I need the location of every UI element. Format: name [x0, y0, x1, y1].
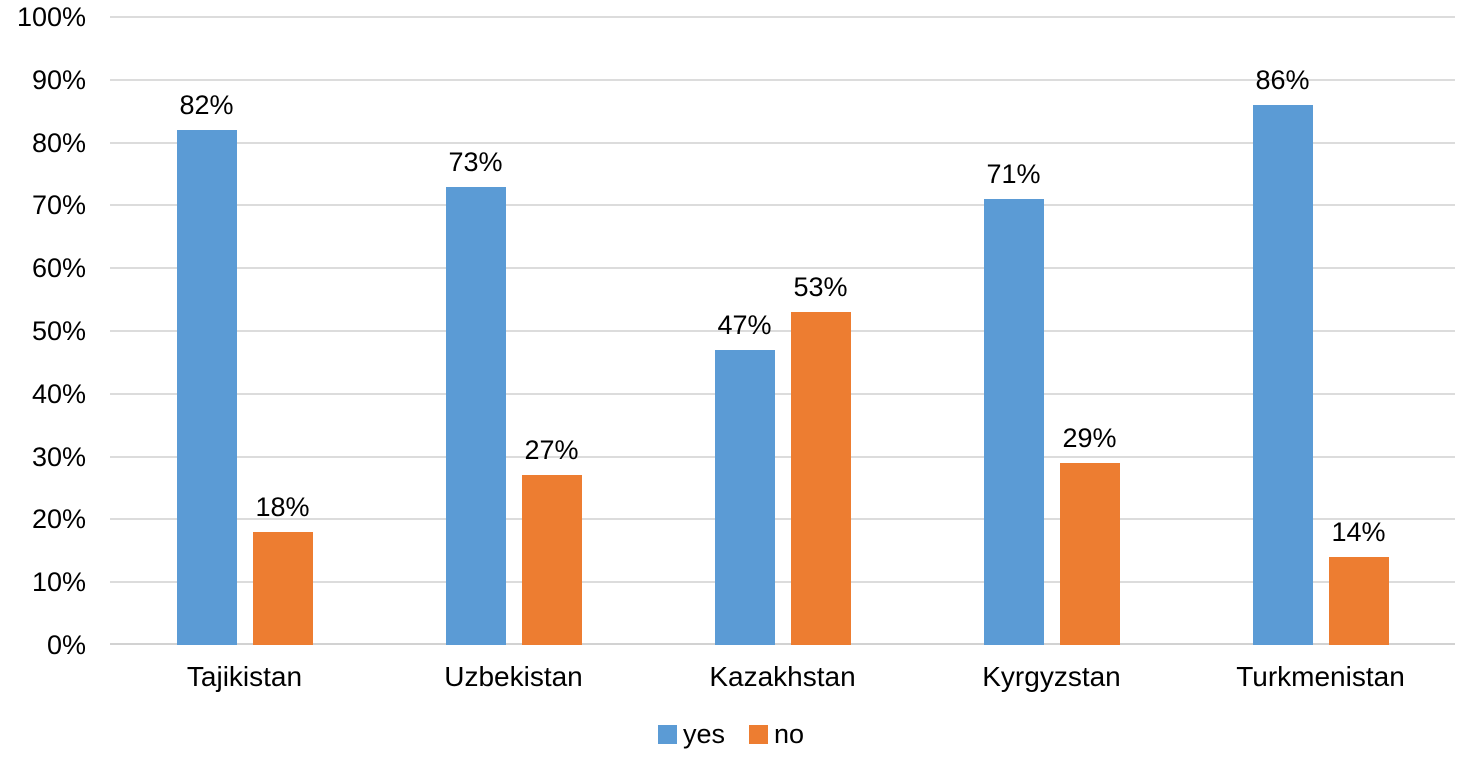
bar-no-kazakhstan: [790, 312, 851, 645]
gridline-60: [110, 267, 1455, 270]
bar-yes-tajikistan: [176, 130, 237, 645]
bar-group-turkmenistan: 86% 14%: [1186, 17, 1455, 645]
bar-value-label-yes-uzbekistan: 73%: [448, 146, 503, 177]
y-axis-tick-label-10: 10%: [31, 567, 86, 598]
bar-value-label-no-turkmenistan: 14%: [1331, 517, 1386, 548]
bar-no-tajikistan: [252, 531, 313, 645]
gridline-40: [110, 392, 1455, 395]
x-axis-line: [110, 643, 1455, 645]
bar-no-kyrgyzstan: [1059, 462, 1120, 645]
x-axis-category-label-kyrgyzstan: Kyrgyzstan: [982, 661, 1121, 692]
bar-value-label-no-kazakhstan: 53%: [793, 272, 848, 303]
x-axis-category-label-tajikistan: Tajikistan: [186, 661, 303, 692]
gridline-30: [110, 455, 1455, 458]
bar-group-tajikistan: 82% 18%: [110, 17, 379, 645]
gridline-100: [110, 16, 1455, 18]
plot-area: 82% 18% 73% 27% 47% 53% 71% 29% 86% 14%: [110, 16, 1455, 645]
y-axis-tick-label-40: 40%: [31, 378, 86, 409]
bar-value-label-no-uzbekistan: 27%: [524, 435, 579, 466]
x-axis-category-label-kazakhstan: Kazakhstan: [709, 661, 856, 692]
legend-item-yes: yes: [657, 719, 725, 749]
bar-group-uzbekistan: 73% 27%: [379, 17, 648, 645]
y-axis-tick-label-100: 100%: [16, 2, 86, 32]
bar-yes-turkmenistan: [1252, 104, 1313, 645]
y-axis-tick-label-80: 80%: [31, 127, 86, 158]
bar-group-kyrgyzstan: 71% 29%: [917, 17, 1186, 645]
bar-no-turkmenistan: [1328, 557, 1389, 645]
gridline-80: [110, 141, 1455, 144]
y-axis-tick-label-30: 30%: [31, 441, 86, 472]
bar-value-label-no-kyrgyzstan: 29%: [1062, 422, 1117, 453]
gridline-20: [110, 518, 1455, 521]
gridline-90: [110, 78, 1455, 81]
bar-value-label-yes-tajikistan: 82%: [179, 90, 234, 121]
bar-value-label-yes-kazakhstan: 47%: [717, 309, 772, 340]
bar-yes-kazakhstan: [714, 349, 775, 645]
legend: yes no: [0, 721, 1462, 748]
legend-label-no: no: [773, 719, 805, 749]
y-axis-tick-label-0: 0%: [46, 630, 86, 660]
legend-label-yes: yes: [682, 719, 725, 749]
gridline-50: [110, 330, 1455, 332]
x-axis-category-label-turkmenistan: Turkmenistan: [1236, 661, 1405, 692]
legend-item-no: no: [748, 719, 805, 749]
gridline-70: [110, 204, 1455, 207]
bar-no-uzbekistan: [521, 475, 582, 645]
bar-group-kazakhstan: 47% 53%: [648, 17, 917, 645]
bar-yes-kyrgyzstan: [983, 199, 1044, 645]
gridline-10: [110, 581, 1455, 584]
legend-swatch-no: [748, 725, 768, 744]
bar-value-label-no-tajikistan: 18%: [255, 491, 310, 522]
y-axis-tick-label-50: 50%: [31, 316, 86, 346]
y-axis-tick-label-90: 90%: [31, 64, 86, 95]
x-axis-category-label-uzbekistan: Uzbekistan: [444, 661, 583, 692]
bar-value-label-yes-turkmenistan: 86%: [1255, 64, 1310, 95]
bar-yes-uzbekistan: [445, 186, 506, 645]
y-axis-tick-label-70: 70%: [31, 190, 86, 221]
bar-value-label-yes-kyrgyzstan: 71%: [986, 159, 1041, 190]
y-axis-tick-label-60: 60%: [31, 253, 86, 284]
legend-swatch-yes: [657, 725, 677, 744]
y-axis-tick-label-20: 20%: [31, 504, 86, 535]
